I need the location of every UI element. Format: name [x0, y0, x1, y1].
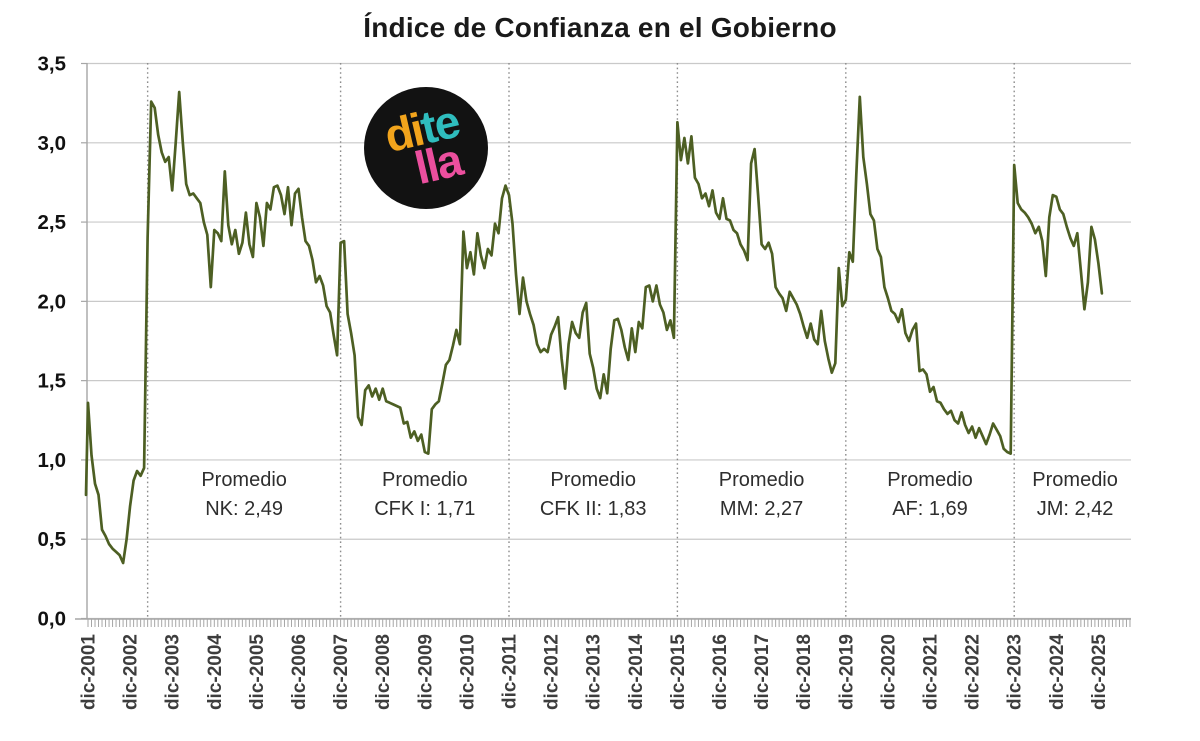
- x-axis-label: dic-2023: [1005, 634, 1026, 710]
- period-average-label: Promedio: [719, 469, 805, 491]
- period-average-value: CFK I: 1,71: [374, 498, 475, 520]
- period-average-value: MM: 2,27: [720, 498, 803, 520]
- x-axis-label: dic-2022: [963, 634, 984, 710]
- x-axis-label: dic-2019: [836, 634, 857, 710]
- x-axis-label: dic-2008: [373, 634, 394, 710]
- y-axis-label: 2,0: [38, 290, 67, 313]
- x-axis-label: dic-2009: [415, 634, 436, 710]
- period-average-label: Promedio: [887, 469, 973, 491]
- x-axis-label: dic-2006: [289, 634, 310, 710]
- chart-title: Índice de Confianza en el Gobierno: [363, 12, 837, 43]
- period-average-label: Promedio: [382, 469, 468, 491]
- x-axis-label: dic-2004: [205, 634, 226, 710]
- x-axis-label: dic-2015: [668, 634, 689, 710]
- y-axis-label: 0,5: [38, 528, 67, 551]
- ditella-logo: dite lla: [364, 87, 488, 209]
- y-axis-label: 1,0: [38, 449, 67, 472]
- y-axis-label: 1,5: [38, 370, 67, 393]
- x-axis-label: dic-2003: [163, 634, 184, 710]
- x-axis-label: dic-2011: [500, 634, 521, 709]
- y-axis-label: 0,0: [38, 608, 67, 631]
- x-axis-label: dic-2016: [710, 634, 731, 710]
- y-axis-label: 2,5: [38, 211, 67, 234]
- period-average-label: Promedio: [201, 469, 287, 491]
- x-axis-label: dic-2012: [542, 634, 563, 710]
- ditella-logo-text: dite lla: [380, 95, 471, 194]
- x-axis-label: dic-2007: [331, 634, 352, 710]
- x-axis-label: dic-2020: [878, 634, 899, 710]
- x-axis-label: dic-2025: [1089, 634, 1110, 710]
- y-axis-label: 3,5: [38, 53, 67, 76]
- period-average-label: Promedio: [1032, 469, 1118, 491]
- x-axis-label: dic-2001: [79, 634, 100, 710]
- period-average-value: JM: 2,42: [1037, 498, 1114, 520]
- period-average-value: AF: 1,69: [892, 498, 968, 520]
- period-average-value: CFK II: 1,83: [540, 498, 647, 520]
- x-axis-label: dic-2013: [584, 634, 605, 710]
- y-axis-label: 3,0: [38, 132, 67, 155]
- period-average-label: Promedio: [550, 469, 636, 491]
- icg-series-line: [84, 90, 1104, 565]
- x-axis-label: dic-2002: [121, 634, 142, 710]
- x-axis-label: dic-2005: [247, 634, 268, 710]
- x-axis-label: dic-2018: [794, 634, 815, 710]
- x-axis-label: dic-2024: [1047, 634, 1068, 710]
- x-axis-label: dic-2010: [457, 634, 478, 710]
- x-axis-label: dic-2021: [921, 634, 942, 710]
- x-axis-label: dic-2014: [626, 634, 647, 710]
- period-average-value: NK: 2,49: [205, 498, 283, 520]
- x-axis-label: dic-2017: [752, 634, 773, 710]
